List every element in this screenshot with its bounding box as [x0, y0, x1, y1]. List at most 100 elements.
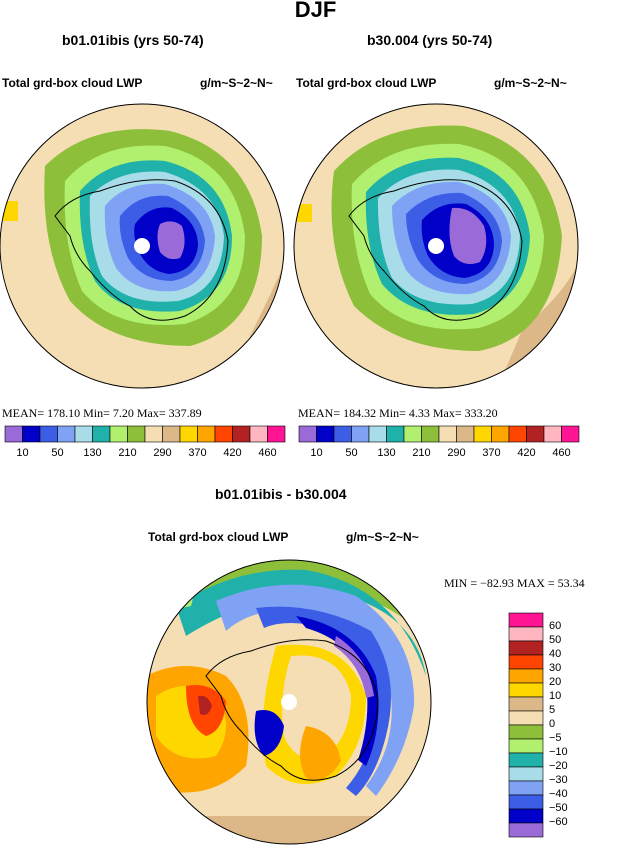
colorbar-swatch: [4, 425, 23, 443]
colorbar-swatch: [316, 425, 335, 443]
colorbar-swatch: [162, 425, 181, 443]
colorbar-tick-label: 20: [549, 676, 562, 688]
colorbar-swatch: [508, 682, 544, 698]
colorbar-tick-label: 0: [549, 718, 556, 730]
right-colorbar: [298, 425, 580, 443]
diff-stats: MIN = −82.93 MAX = 53.34: [444, 576, 585, 590]
colorbar-swatch: [368, 425, 387, 443]
colorbar-swatch: [57, 425, 76, 443]
left-case-title: b01.01ibis (yrs 50-74): [62, 32, 204, 48]
colorbar-tick-label: −30: [549, 774, 568, 786]
colorbar-swatch: [508, 626, 544, 642]
right-field-label: Total grd-box cloud LWP: [296, 76, 437, 90]
colorbar-swatch: [561, 425, 580, 443]
map-frame: [0, 103, 285, 389]
left-polar-map: [0, 103, 285, 389]
colorbar-tick-label: 10: [549, 690, 562, 702]
colorbar-tick-label: −5: [549, 732, 562, 744]
colorbar-tick-label: 40: [549, 648, 562, 660]
colorbar-tick-label: 370: [188, 447, 207, 459]
right-polar-map: [293, 103, 579, 389]
colorbar-swatch: [438, 425, 457, 443]
pole-marker: [428, 238, 444, 254]
colorbar-tick-label: 10: [16, 447, 29, 459]
colorbar-swatch: [508, 612, 544, 628]
colorbar-swatch: [508, 425, 527, 443]
colorbar-swatch: [298, 425, 317, 443]
colorbar-tick-label: −20: [549, 760, 568, 772]
left-units-label: g/m~S~2~N~: [200, 76, 273, 90]
colorbar-swatch: [421, 425, 440, 443]
colorbar-swatch: [109, 425, 128, 443]
right-units-label: g/m~S~2~N~: [494, 76, 567, 90]
yellow-patch: [296, 204, 312, 222]
map-frame: [293, 103, 579, 389]
colorbar-swatch: [39, 425, 58, 443]
colorbar-tick-label: 290: [153, 447, 172, 459]
colorbar-swatch: [214, 425, 233, 443]
antarctica-coastline: [348, 179, 523, 321]
colorbar-swatch: [508, 696, 544, 712]
purple-core: [449, 207, 487, 264]
colorbar-tick-label: 50: [549, 634, 562, 646]
colorbar-swatch: [179, 425, 198, 443]
colorbar-tick-label: 210: [118, 447, 137, 459]
colorbar-tick-label: 130: [83, 447, 102, 459]
colorbar-swatch: [333, 425, 352, 443]
colorbar-swatch: [232, 425, 251, 443]
colorbar-tick-label: 460: [258, 447, 277, 459]
colorbar-tick-label: 10: [310, 447, 323, 459]
right-stats: MEAN= 184.32 Min= 4.33 Max= 333.20: [298, 406, 498, 420]
figure-title: DJF: [294, 0, 337, 22]
colorbar-swatch: [508, 822, 544, 838]
colorbar-swatch: [74, 425, 93, 443]
diff-colorbar: [508, 612, 544, 838]
colorbar-swatch: [403, 425, 422, 443]
purple-core: [157, 221, 185, 260]
colorbar-swatch: [508, 710, 544, 726]
colorbar-swatch: [508, 724, 544, 740]
left-colorbar-labels: 10 50 130 210 290 370 420 460: [5, 447, 285, 461]
colorbar-swatch: [127, 425, 146, 443]
colorbar-swatch: [508, 752, 544, 768]
colorbar-swatch: [249, 425, 268, 443]
colorbar-tick-label: 290: [447, 447, 466, 459]
diff-colorbar-labels: 60 50 40 30 20 10 5 0 −5 −10 −20 −30 −40 −50 −60: [549, 613, 589, 837]
colorbar-swatch: [92, 425, 111, 443]
colorbar-swatch: [508, 654, 544, 670]
colorbar-swatch: [508, 640, 544, 656]
colorbar-tick-label: 30: [549, 662, 562, 674]
colorbar-tick-label: −40: [549, 788, 568, 800]
right-colorbar-labels: 10 50 130 210 290 370 420 460: [299, 447, 579, 461]
colorbar-tick-label: 50: [51, 447, 64, 459]
left-stats: MEAN= 178.10 Min= 7.20 Max= 337.89: [2, 406, 202, 420]
colorbar-swatch: [267, 425, 286, 443]
colorbar-swatch: [491, 425, 510, 443]
colorbar-swatch: [456, 425, 475, 443]
colorbar-tick-label: 420: [517, 447, 536, 459]
diff-units-label: g/m~S~2~N~: [346, 530, 419, 544]
colorbar-swatch: [508, 794, 544, 810]
pole-marker: [134, 238, 150, 254]
colorbar-swatch: [197, 425, 216, 443]
colorbar-tick-label: −10: [549, 746, 568, 758]
colorbar-swatch: [22, 425, 41, 443]
colorbar-tick-label: 460: [552, 447, 571, 459]
colorbar-tick-label: 370: [482, 447, 501, 459]
blue-ring: [256, 606, 391, 796]
diff-case-title: b01.01ibis - b30.004: [215, 486, 347, 502]
colorbar-swatch: [508, 780, 544, 796]
tan-center: [282, 655, 351, 759]
pole-marker: [281, 694, 297, 710]
colorbar-swatch: [386, 425, 405, 443]
colorbar-tick-label: 130: [377, 447, 396, 459]
right-case-title: b30.004 (yrs 50-74): [367, 32, 493, 48]
colorbar-tick-label: −50: [549, 802, 568, 814]
colorbar-tick-label: 60: [549, 620, 562, 632]
colorbar-swatch: [508, 808, 544, 824]
colorbar-tick-label: 5: [549, 704, 556, 716]
colorbar-tick-label: 420: [223, 447, 242, 459]
colorbar-tick-label: 50: [345, 447, 358, 459]
left-colorbar: [4, 425, 286, 443]
colorbar-swatch: [508, 766, 544, 782]
